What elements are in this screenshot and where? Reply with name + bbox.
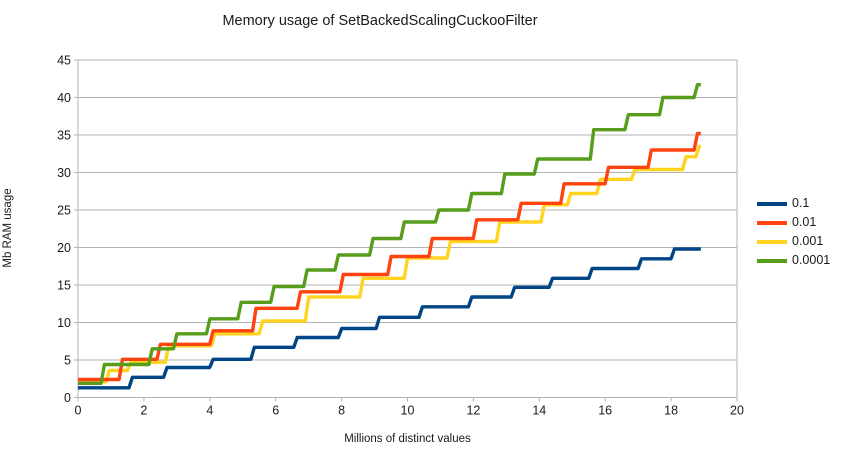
x-tick-label: 8 <box>338 404 345 418</box>
y-tick-label: 45 <box>57 53 71 67</box>
x-tick-label: 12 <box>466 404 480 418</box>
x-tick-label: 0 <box>75 404 82 418</box>
y-tick-label: 20 <box>57 241 71 255</box>
chart-title: Memory usage of SetBackedScalingCuckooFi… <box>222 13 538 29</box>
x-axis-title: Millions of distinct values <box>344 433 471 445</box>
series-line-0.1 <box>78 247 701 390</box>
x-tick-label: 20 <box>730 404 744 418</box>
x-tick-label: 2 <box>140 404 147 418</box>
y-tick-label: 30 <box>57 166 71 180</box>
x-tick-label: 10 <box>401 404 415 418</box>
x-tick-label: 6 <box>272 404 279 418</box>
y-tick-label: 25 <box>57 203 71 217</box>
x-tick-label: 4 <box>206 404 213 418</box>
legend-entry: 0.1 <box>757 197 830 210</box>
y-axis-title: Mb RAM usage <box>2 188 14 268</box>
x-tick-label: 14 <box>532 404 546 418</box>
legend-swatch-green <box>757 258 787 263</box>
series-line-0.0001 <box>78 83 701 385</box>
legend-label: 0.01 <box>792 215 817 229</box>
x-tick-label: 18 <box>664 404 678 418</box>
y-tick-label: 15 <box>57 278 71 292</box>
legend-swatch-red <box>757 220 787 225</box>
legend-entry: 0.0001 <box>757 254 830 267</box>
series-line-0.01 <box>78 131 701 382</box>
y-tick-label: 5 <box>64 353 71 367</box>
y-tick-label: 10 <box>57 316 71 330</box>
legend-label: 0.001 <box>792 234 824 248</box>
legend-swatch-yellow <box>757 239 787 244</box>
legend: 0.1 0.01 0.001 0.0001 <box>757 197 830 267</box>
legend-label: 0.0001 <box>792 253 831 267</box>
y-tick-label: 35 <box>57 128 71 142</box>
x-tick-label: 16 <box>598 404 612 418</box>
legend-entry: 0.01 <box>757 216 830 229</box>
y-tick-label: 0 <box>64 391 71 405</box>
legend-entry: 0.001 <box>757 235 830 248</box>
y-tick-label: 40 <box>57 91 71 105</box>
legend-swatch-blue <box>757 201 787 206</box>
legend-label: 0.1 <box>792 196 810 210</box>
